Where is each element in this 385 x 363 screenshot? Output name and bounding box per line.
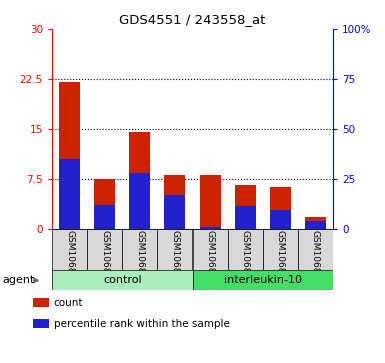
Text: GSM1068613: GSM1068613 xyxy=(65,230,74,291)
Bar xyxy=(199,175,221,229)
Bar xyxy=(129,132,150,229)
Bar xyxy=(263,229,298,270)
Bar xyxy=(129,173,150,229)
Bar xyxy=(59,159,80,229)
Bar xyxy=(270,210,291,229)
Text: GSM1068619: GSM1068619 xyxy=(171,230,179,291)
Text: percentile rank within the sample: percentile rank within the sample xyxy=(54,319,229,329)
Bar xyxy=(33,298,49,307)
Bar xyxy=(235,206,256,229)
Bar xyxy=(59,82,80,229)
Bar xyxy=(157,229,192,270)
Bar xyxy=(52,229,87,270)
Bar xyxy=(94,179,115,229)
Text: count: count xyxy=(54,298,83,308)
Bar xyxy=(164,195,186,229)
Text: GSM1068616: GSM1068616 xyxy=(241,230,250,291)
Bar xyxy=(192,270,333,290)
Bar xyxy=(122,229,157,270)
Text: GSM1068617: GSM1068617 xyxy=(135,230,144,291)
Bar xyxy=(87,229,122,270)
Bar xyxy=(164,175,186,229)
Bar xyxy=(270,187,291,229)
Bar xyxy=(298,229,333,270)
Text: GSM1068614: GSM1068614 xyxy=(206,230,214,290)
Bar xyxy=(235,185,256,229)
Text: GSM1068620: GSM1068620 xyxy=(311,230,320,290)
Text: GSM1068615: GSM1068615 xyxy=(100,230,109,291)
Text: agent: agent xyxy=(2,276,34,285)
Text: GSM1068618: GSM1068618 xyxy=(276,230,285,291)
Bar xyxy=(33,319,49,328)
Bar xyxy=(52,270,192,290)
Bar xyxy=(94,205,115,229)
Bar xyxy=(192,229,228,270)
Bar xyxy=(228,229,263,270)
Bar xyxy=(199,227,221,229)
Text: GDS4551 / 243558_at: GDS4551 / 243558_at xyxy=(119,13,266,26)
Bar xyxy=(305,221,326,229)
Text: control: control xyxy=(103,276,142,285)
Bar xyxy=(305,217,326,229)
Text: interleukin-10: interleukin-10 xyxy=(224,276,302,285)
